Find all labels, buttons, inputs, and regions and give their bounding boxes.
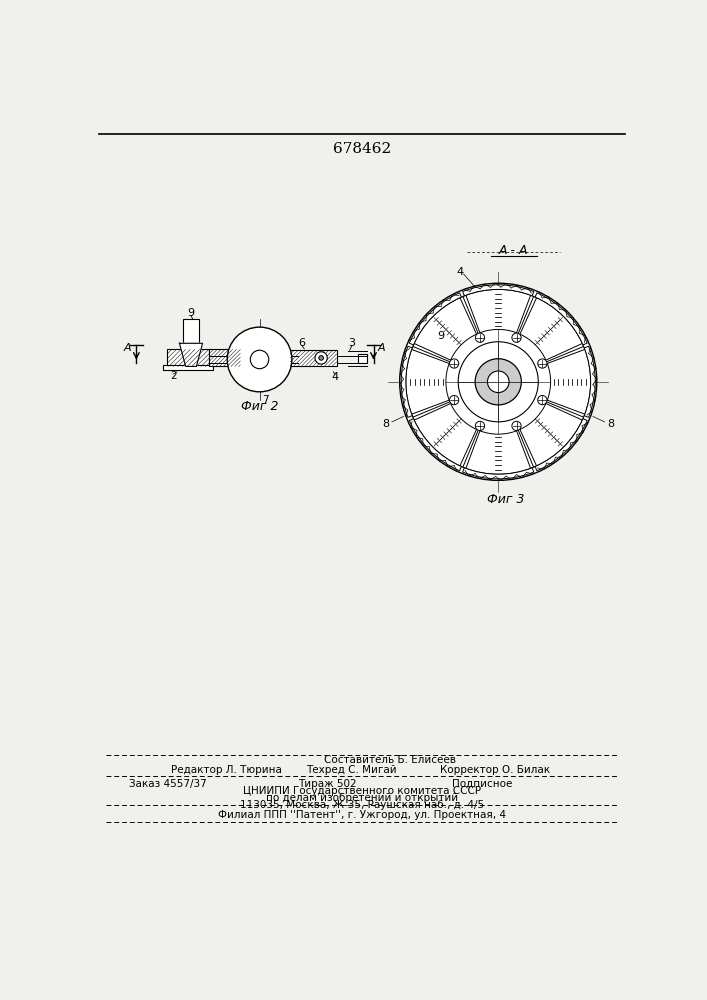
Wedge shape [584, 346, 595, 417]
Text: 4: 4 [332, 372, 339, 382]
Wedge shape [409, 293, 462, 345]
Circle shape [250, 350, 269, 369]
Wedge shape [466, 289, 530, 333]
Circle shape [450, 359, 459, 368]
Circle shape [538, 359, 547, 368]
Text: 6: 6 [298, 338, 305, 348]
Text: Заказ 4557/37: Заказ 4557/37 [129, 779, 206, 789]
Wedge shape [409, 419, 462, 471]
Wedge shape [535, 419, 588, 471]
Circle shape [227, 327, 292, 392]
Text: Редактор Л. Тюрина: Редактор Л. Тюрина [171, 765, 282, 775]
Bar [163, 365, 214, 370]
Text: 4: 4 [456, 267, 463, 277]
Text: Техред С. Мигай: Техред С. Мигай [305, 765, 397, 775]
Wedge shape [406, 349, 449, 414]
Wedge shape [520, 404, 583, 466]
Text: по делам изобретений и открытий: по делам изобретений и открытий [266, 793, 458, 803]
Circle shape [406, 289, 590, 474]
Text: 2: 2 [170, 371, 177, 381]
Circle shape [475, 359, 521, 405]
Text: Подписное: Подписное [452, 779, 513, 789]
Text: Филиал ППП ''Патент'', г. Ужгород, ул. Проектная, 4: Филиал ППП ''Патент'', г. Ужгород, ул. П… [218, 810, 506, 820]
Wedge shape [414, 404, 477, 466]
Circle shape [450, 395, 459, 405]
Circle shape [399, 283, 597, 480]
Text: 9: 9 [437, 331, 444, 341]
Text: 7: 7 [262, 395, 269, 405]
Text: Составитель Б. Елисеев: Составитель Б. Елисеев [325, 755, 457, 765]
Bar [291, 350, 337, 366]
Wedge shape [462, 285, 534, 296]
Text: 8: 8 [607, 419, 614, 429]
Bar [167, 349, 209, 366]
Wedge shape [414, 298, 477, 360]
Bar [182, 319, 199, 343]
Text: ЦНИИПИ Государственного комитета СССР: ЦНИИПИ Государственного комитета СССР [243, 786, 481, 796]
Text: A: A [123, 343, 131, 353]
Wedge shape [401, 346, 412, 417]
Circle shape [538, 395, 547, 405]
Wedge shape [520, 298, 583, 360]
Bar [209, 349, 240, 366]
Wedge shape [466, 431, 530, 474]
Bar [358, 354, 368, 363]
Text: 8: 8 [382, 419, 390, 429]
Wedge shape [462, 468, 534, 479]
Text: 113035, Москва, Ж-35, Раушская наб., д. 4/5: 113035, Москва, Ж-35, Раушская наб., д. … [240, 800, 484, 810]
Circle shape [319, 356, 324, 360]
Text: Корректор О. Билак: Корректор О. Билак [440, 765, 551, 775]
Circle shape [458, 342, 538, 422]
Text: A: A [378, 343, 385, 353]
Circle shape [487, 371, 509, 393]
Circle shape [315, 352, 327, 364]
Text: A - A: A - A [499, 244, 528, 257]
Wedge shape [547, 349, 590, 414]
Text: Фиг 3: Фиг 3 [487, 493, 525, 506]
Circle shape [512, 333, 521, 342]
Text: 3: 3 [349, 338, 356, 348]
Text: 9: 9 [187, 308, 194, 318]
Wedge shape [535, 293, 588, 345]
Text: 678462: 678462 [333, 142, 391, 156]
Polygon shape [180, 343, 203, 366]
Text: Тираж 502: Тираж 502 [298, 779, 356, 789]
Text: Фиг 2: Фиг 2 [241, 400, 279, 413]
Circle shape [512, 421, 521, 431]
Circle shape [475, 421, 484, 431]
Circle shape [475, 333, 484, 342]
